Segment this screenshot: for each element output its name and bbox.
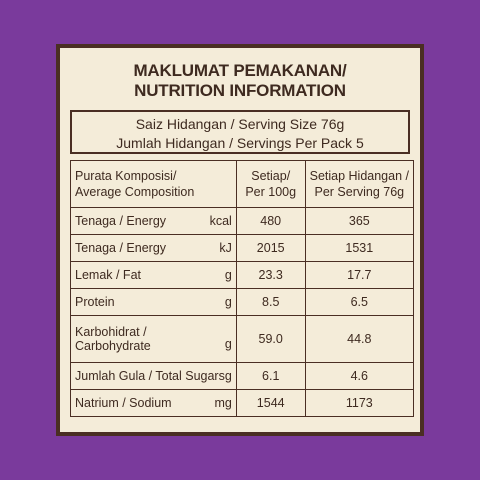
composition-header-line-2: Average Composition — [75, 185, 195, 199]
per100-value: 2015 — [235, 234, 306, 262]
nutrient-unit: kcal — [209, 214, 232, 228]
serving-info-box: Saiz Hidangan / Serving Size 76g Jumlah … — [70, 110, 410, 154]
title-line-2: NUTRITION INFORMATION — [134, 81, 346, 100]
per100-header-line-1: Setiap/ — [251, 169, 291, 183]
composition-header: Purata Komposisi/ Average Composition — [70, 160, 237, 208]
nutrient-label: Tenaga / Energy — [75, 214, 167, 228]
per100-value: 8.5 — [235, 288, 306, 316]
serving-size-text: Saiz Hidangan / Serving Size 76g — [135, 116, 345, 132]
title-line-1: MAKLUMAT PEMAKANAN/ — [133, 61, 347, 80]
table-row: Jumlah Gula / Total Sugars g 6.1 4.6 — [70, 362, 415, 390]
perserving-value: 44.8 — [304, 315, 415, 363]
perserving-header: Setiap Hidangan / Per Serving 76g — [304, 160, 415, 208]
nutrient-label: Protein — [75, 295, 115, 309]
nutrient-label: Lemak / Fat — [75, 268, 141, 282]
nutrient-unit: mg — [214, 396, 232, 410]
nutrient-unit: g — [224, 268, 232, 282]
nutrition-table: Purata Komposisi/ Average Composition Se… — [70, 160, 415, 417]
perserving-value: 6.5 — [304, 288, 415, 316]
per100-value: 59.0 — [235, 315, 306, 363]
composition-header-line-1: Purata Komposisi/ — [75, 169, 177, 183]
nutrient-label: Natrium / Sodium — [75, 396, 172, 410]
table-row: Tenaga / Energy kJ 2015 1531 — [70, 234, 415, 262]
table-row: Lemak / Fat g 23.3 17.7 — [70, 261, 415, 289]
nutrient-label: Tenaga / Energy — [75, 241, 167, 255]
per100-value: 1544 — [235, 389, 306, 417]
nutrition-label-panel: MAKLUMAT PEMAKANAN/ NUTRITION INFORMATIO… — [56, 44, 424, 436]
nutrient-label: Jumlah Gula / Total Sugars — [75, 369, 225, 383]
per100-header-line-2: Per 100g — [245, 185, 297, 199]
perserving-value: 4.6 — [304, 362, 415, 390]
perserving-value: 365 — [304, 207, 415, 235]
nutrient-label-line-1: Karbohidrat / — [75, 325, 147, 339]
table-row: Karbohidrat / Carbohydrate g 59.0 44.8 — [70, 315, 415, 363]
nutrient-unit: kJ — [219, 241, 232, 255]
nutrient-unit: g — [224, 337, 232, 351]
table-row: Natrium / Sodium mg 1544 1173 — [70, 389, 415, 417]
nutrient-label-line-2: Carbohydrate — [75, 339, 151, 353]
per100-value: 6.1 — [235, 362, 306, 390]
table-header-row: Purata Komposisi/ Average Composition Se… — [70, 160, 415, 208]
perserving-value: 17.7 — [304, 261, 415, 289]
nutrient-unit: g — [224, 369, 232, 383]
per100-value: 23.3 — [235, 261, 306, 289]
perserving-header-line-2: Per Serving 76g — [314, 185, 405, 199]
perserving-value: 1173 — [304, 389, 415, 417]
table-row: Protein g 8.5 6.5 — [70, 288, 415, 316]
perserving-value: 1531 — [304, 234, 415, 262]
nutrient-unit: g — [224, 295, 232, 309]
table-row: Tenaga / Energy kcal 480 365 — [70, 207, 415, 235]
per100-header: Setiap/ Per 100g — [235, 160, 306, 208]
perserving-header-line-1: Setiap Hidangan / — [309, 169, 409, 183]
servings-per-pack-text: Jumlah Hidangan / Servings Per Pack 5 — [116, 135, 364, 151]
per100-value: 480 — [235, 207, 306, 235]
nutrition-title: MAKLUMAT PEMAKANAN/ NUTRITION INFORMATIO… — [60, 61, 420, 101]
